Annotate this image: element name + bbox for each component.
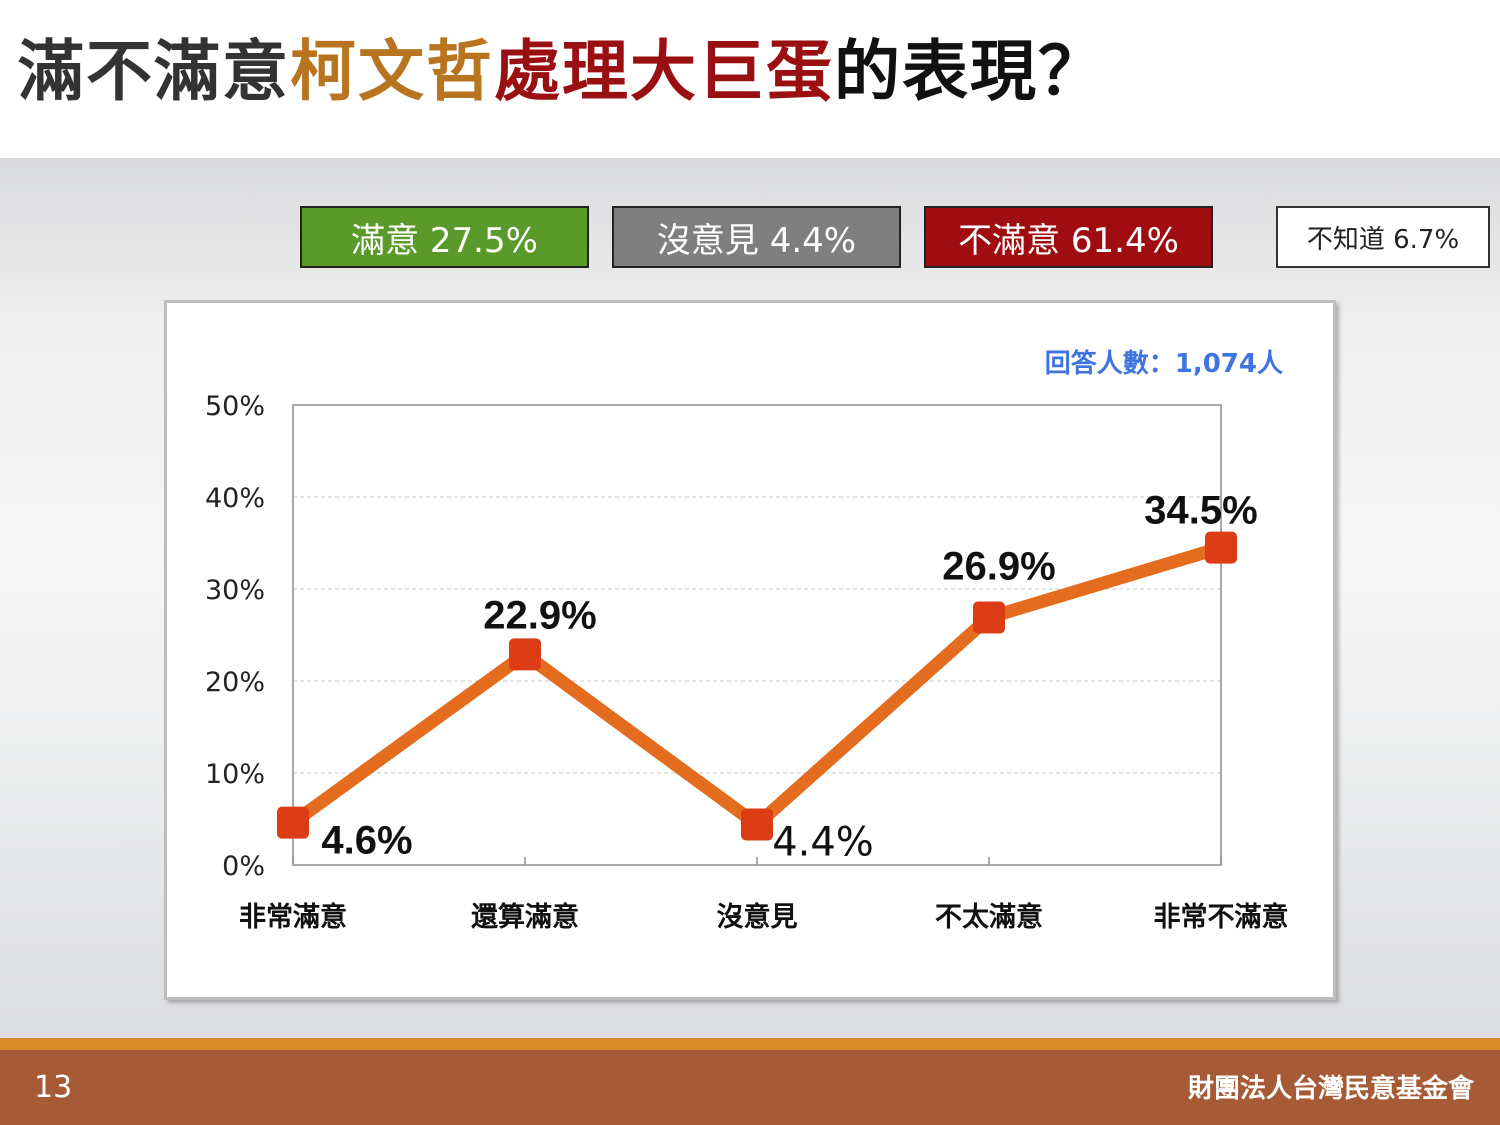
page-number: 13 [34, 1070, 73, 1105]
line-chart: 0% 10% 20% 30% 40% 50% 非常滿意 還算滿意 沒意見 不太滿意 非常不滿意 4.6… [205, 391, 1289, 933]
organization-name: 財團法人台灣民意基金會 [1187, 1074, 1474, 1104]
x-tick-label: 沒意見 [717, 901, 798, 933]
y-tick-label: 0% [222, 851, 265, 882]
title-segment-3: 的表現？ [834, 33, 1106, 110]
data-point-marker [277, 806, 309, 839]
legend-satisfied: 滿意 27.5% [300, 206, 589, 268]
data-label: 26.9% [942, 545, 1055, 589]
respondent-count: 回答人數：1,074人 [1044, 349, 1283, 379]
data-label: 4.4% [772, 820, 874, 866]
legend-dissatisfied: 不滿意 61.4% [924, 206, 1213, 268]
x-tick-label: 非常滿意 [239, 901, 347, 933]
data-point-marker [509, 638, 541, 671]
title-segment-0: 滿不滿意 [18, 33, 290, 110]
footer: 13 財團法人台灣民意基金會 [0, 1050, 1500, 1125]
title-segment-1: 柯文哲 [290, 33, 494, 110]
chart-panel: 0% 10% 20% 30% 40% 50% 非常滿意 還算滿意 沒意見 不太滿意 非常不滿意 4.6… [164, 300, 1336, 1000]
data-point-marker [973, 601, 1005, 634]
y-tick-label: 20% [205, 667, 265, 698]
x-tick-label: 還算滿意 [471, 901, 579, 933]
title-bar: 滿不滿意柯文哲處理大巨蛋的表現？ [0, 0, 1500, 158]
data-label: 34.5% [1144, 489, 1257, 533]
plot-area-border [292, 404, 1222, 866]
x-tick-label: 非常不滿意 [1154, 901, 1289, 933]
y-tick-label: 40% [205, 483, 265, 514]
data-label: 22.9% [483, 593, 596, 637]
footer-stripe [0, 1038, 1500, 1050]
legend-no-opinion: 沒意見 4.4% [612, 206, 901, 268]
legend-dont-know: 不知道 6.7% [1276, 206, 1490, 268]
slide-title: 滿不滿意柯文哲處理大巨蛋的表現？ [18, 33, 1106, 110]
y-tick-label: 10% [205, 759, 265, 790]
y-tick-label: 50% [205, 391, 265, 422]
data-point-marker [1205, 531, 1237, 564]
y-tick-label: 30% [205, 575, 265, 606]
title-segment-2: 處理大巨蛋 [494, 33, 834, 110]
x-tick-label: 不太滿意 [935, 901, 1043, 933]
data-point-marker [741, 808, 773, 841]
data-label: 4.6% [321, 819, 412, 863]
